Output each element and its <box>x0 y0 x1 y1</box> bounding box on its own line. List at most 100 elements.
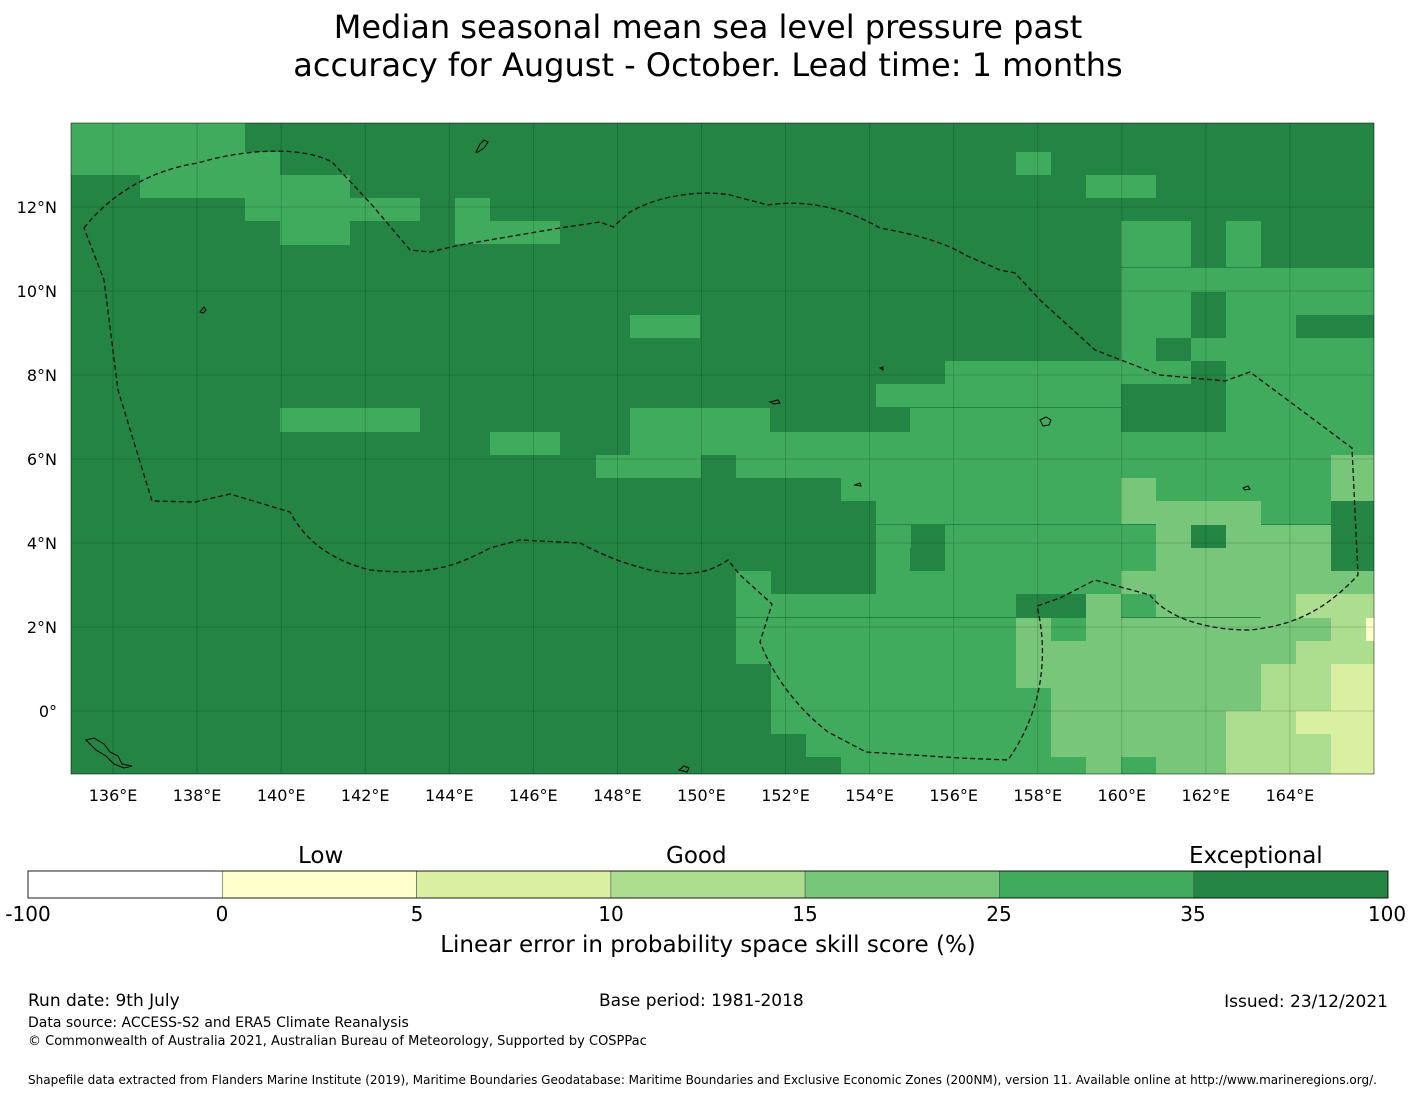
skill-cell <box>280 175 350 245</box>
skill-cell <box>1156 525 1191 548</box>
skill-cell <box>1226 292 1296 315</box>
skill-cell <box>1226 361 1374 461</box>
skill-cell <box>1121 432 1226 455</box>
skill-cell <box>876 501 1121 524</box>
lat-tick-label: 12°N <box>17 198 57 217</box>
skill-cell <box>1121 292 1156 338</box>
skill-cell <box>630 432 945 455</box>
skill-cell <box>876 594 1016 617</box>
lat-tick-label: 2°N <box>27 618 57 637</box>
skill-cell <box>280 408 420 432</box>
skill-cell <box>1296 641 1374 664</box>
skill-cell <box>1331 618 1374 641</box>
skill-cell <box>945 384 1121 407</box>
colorbar-tick: 15 <box>792 902 818 926</box>
skill-cell <box>1296 268 1374 292</box>
skill-cell <box>1121 221 1191 267</box>
skill-cell <box>1051 664 1261 687</box>
skill-cell <box>1051 711 1226 734</box>
skill-cell <box>1121 525 1156 548</box>
skill-cell <box>1261 594 1296 618</box>
issued-date: Issued: 23/12/2021 <box>1224 992 1388 1012</box>
skill-cell <box>1086 594 1121 618</box>
skill-cell <box>1051 641 1296 664</box>
skill-cell <box>1121 268 1296 292</box>
chart-title: Median seasonal mean sea level pressure … <box>0 8 1416 84</box>
base-period: Base period: 1981-2018 <box>599 991 804 1011</box>
skill-cell <box>876 478 1121 501</box>
skill-cell <box>876 571 1121 594</box>
skill-cell <box>910 408 1121 432</box>
lon-tick-label: 158°E <box>1013 786 1062 805</box>
skill-cell <box>490 432 560 455</box>
skill-cell <box>1331 664 1374 734</box>
skill-cell <box>1156 478 1261 501</box>
skill-cell <box>455 221 560 244</box>
title-line-2: accuracy for August - October. Lead time… <box>293 46 1123 84</box>
skill-cell <box>945 432 1121 455</box>
skill-cell <box>1156 455 1331 478</box>
lon-tick-label: 140°E <box>257 786 306 805</box>
skill-cell <box>1121 338 1156 361</box>
category-exceptional: Exceptional <box>1189 843 1323 869</box>
category-good: Good <box>666 843 727 869</box>
skill-cell <box>1191 292 1226 315</box>
colorbar-tick: 100 <box>1367 902 1407 926</box>
category-low: Low <box>298 843 344 869</box>
lon-tick-label: 138°E <box>173 786 222 805</box>
colorbar-tick: 35 <box>1180 902 1206 926</box>
colorbar-tick: 0 <box>215 902 229 926</box>
skill-cell <box>1086 757 1121 774</box>
skill-cell <box>1156 315 1191 338</box>
skill-cell <box>1121 571 1331 594</box>
skill-cell <box>1261 478 1331 501</box>
skill-cell <box>876 384 946 407</box>
skill-cell <box>771 711 1051 734</box>
skill-cell <box>876 548 911 571</box>
lat-tick-label: 4°N <box>27 534 57 553</box>
longitude-tick-labels: 136°E 138°E 140°E 142°E 144°E 146°E 148°E 150°E… <box>89 786 1315 805</box>
shapefile-credit: Shapefile data extracted from Flanders M… <box>28 1073 1377 1087</box>
skill-cell <box>1296 711 1331 734</box>
colorbar-label: Linear error in probability space skill … <box>440 932 976 958</box>
landmasses <box>85 139 1251 773</box>
skill-cell <box>1121 594 1156 617</box>
skill-cell <box>1226 525 1331 548</box>
lon-tick-label: 152°E <box>761 786 810 805</box>
skill-cell <box>910 548 945 571</box>
skill-cell <box>945 548 1121 571</box>
skill-cell <box>1296 292 1374 315</box>
skill-cell <box>1051 734 1226 757</box>
skill-cell <box>1331 571 1374 594</box>
skill-cell <box>1296 618 1331 641</box>
skill-cell <box>1051 687 1261 711</box>
skill-cell <box>1191 525 1226 548</box>
skill-cell <box>245 152 280 198</box>
skill-cell <box>945 361 1121 384</box>
skill-cell <box>1156 548 1331 571</box>
skill-cell <box>1261 664 1331 687</box>
skill-cell <box>596 455 701 478</box>
skill-cell <box>1121 478 1156 524</box>
colorbar-segment <box>804 870 1000 899</box>
colorbar-segment <box>416 870 612 899</box>
lon-tick-label: 164°E <box>1266 786 1315 805</box>
skill-cell <box>771 664 1016 687</box>
skill-cell <box>876 455 1121 478</box>
colorbar-frame <box>27 870 1389 899</box>
skill-cell <box>1016 618 1051 688</box>
colorbar-segment <box>999 870 1195 899</box>
skill-cell <box>455 198 490 221</box>
lat-tick-label: 6°N <box>27 450 57 469</box>
skill-cell <box>630 408 770 432</box>
latitude-tick-labels: 12°N 10°N 8°N 6°N 4°N 2°N 0° <box>17 198 57 721</box>
skill-cell <box>1156 292 1191 315</box>
colorbar-tick: 10 <box>598 902 624 926</box>
lon-tick-label: 142°E <box>341 786 390 805</box>
skill-cell <box>736 641 1016 664</box>
title-line-1: Median seasonal mean sea level pressure … <box>333 8 1083 46</box>
skill-cell <box>1121 548 1156 571</box>
skill-cell <box>1261 687 1331 711</box>
skill-cell <box>1331 315 1366 338</box>
